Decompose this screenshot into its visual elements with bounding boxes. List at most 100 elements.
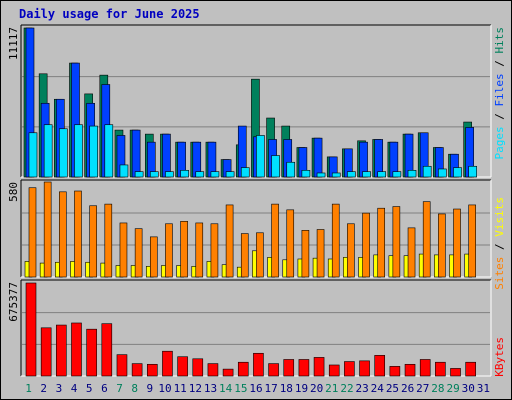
sites-bar-10	[165, 223, 173, 278]
kbytes-bar-9	[146, 363, 158, 377]
kbytes-bar-30	[465, 361, 476, 377]
kbytes-bar-10	[162, 350, 173, 377]
files-bar-8	[131, 129, 141, 178]
pages-bar-27	[422, 165, 432, 178]
kbytes-bar-4	[71, 322, 82, 377]
pages-bar-20	[316, 172, 326, 178]
day-label-24: 24	[371, 382, 385, 395]
sites-bar-5	[89, 205, 97, 278]
kbytes-bar-27	[419, 359, 431, 377]
day-label-8: 8	[131, 382, 138, 395]
day-label-22: 22	[340, 382, 353, 395]
sites-bar-12	[195, 222, 204, 278]
sites-bar-14	[225, 204, 234, 278]
sites-bar-28	[438, 213, 446, 278]
day-label-29: 29	[446, 382, 459, 395]
sites-bar-11	[180, 221, 188, 278]
pages-bar-16	[256, 135, 265, 178]
pages-bar-4	[74, 124, 83, 178]
pages-bar-19	[301, 169, 311, 178]
legend-part-2: Files	[493, 73, 506, 106]
hits-ymax-label: 11117	[7, 27, 20, 60]
day-label-5: 5	[86, 382, 93, 395]
files-bar-20	[313, 137, 323, 178]
pages-bar-1	[28, 132, 38, 178]
sites-bar-30	[468, 204, 476, 278]
sites-bar-3	[59, 191, 67, 278]
sites-bar-1	[28, 187, 37, 278]
day-label-18: 18	[280, 382, 293, 395]
chart-title: Daily usage for June 2025	[19, 7, 200, 21]
sites-bar-22	[347, 223, 355, 278]
kbytes-bar-18	[283, 359, 295, 377]
sites-bar-29	[453, 208, 461, 278]
sites-bar-15	[240, 233, 249, 278]
kbytes-bar-8	[131, 363, 143, 377]
kbytes-bar-2	[40, 327, 52, 377]
kbytes-bar-13	[207, 363, 219, 377]
day-label-3: 3	[56, 382, 63, 395]
kbytes-bar-3	[56, 324, 67, 377]
day-label-28: 28	[431, 382, 444, 395]
kbytes-bar-25	[389, 366, 401, 377]
sites-bar-19	[301, 230, 310, 278]
kbytes-bar-6	[101, 323, 113, 377]
pages-bar-29	[453, 167, 462, 178]
day-label-17: 17	[265, 382, 278, 395]
sites-bar-13	[210, 223, 219, 278]
legend-part-0: Pages	[493, 126, 506, 159]
day-label-31: 31	[477, 382, 490, 395]
pages-bar-12	[195, 171, 205, 178]
day-label-10: 10	[158, 382, 171, 395]
day-label-12: 12	[189, 382, 202, 395]
sites-bar-18	[286, 209, 295, 278]
kbytes-bar-15	[237, 361, 249, 377]
sites-bar-2	[43, 181, 52, 278]
pages-bar-18	[286, 161, 296, 178]
legend-part-1: /	[493, 237, 506, 257]
visits-ymax-label: 580	[7, 182, 20, 202]
kbytes-bar-14	[222, 368, 234, 377]
pages-bar-2	[43, 124, 53, 178]
pages-bar-6	[104, 124, 114, 178]
visits-legend: Sites / Visits	[493, 197, 506, 290]
sites-bar-6	[104, 203, 113, 278]
pages-bar-15	[240, 167, 250, 178]
day-label-14: 14	[219, 382, 233, 395]
sites-bar-25	[392, 206, 401, 278]
sites-bar-17	[271, 203, 279, 278]
day-label-6: 6	[101, 382, 108, 395]
kbytes-bar-11	[177, 356, 188, 377]
kbytes-bar-28	[435, 361, 446, 377]
kbytes-ymax-label: 675377	[7, 282, 20, 322]
pages-bar-9	[149, 171, 159, 178]
legend-part-0: Sites	[493, 257, 506, 290]
kbytes-bar-5	[86, 328, 97, 377]
sites-bar-27	[422, 201, 431, 278]
kbytes-bar-20	[313, 357, 325, 377]
sites-bar-4	[74, 190, 82, 278]
files-bar-10	[162, 133, 171, 178]
pages-bar-21	[331, 172, 341, 178]
day-label-21: 21	[325, 382, 338, 395]
sites-bar-8	[134, 228, 143, 278]
day-label-26: 26	[401, 382, 414, 395]
day-label-30: 30	[462, 382, 475, 395]
sites-bar-26	[407, 227, 416, 278]
day-label-16: 16	[249, 382, 262, 395]
day-label-1: 1	[25, 382, 32, 395]
day-label-7: 7	[116, 382, 123, 395]
day-label-9: 9	[147, 382, 154, 395]
sites-bar-23	[362, 212, 370, 278]
pages-bar-13	[210, 171, 220, 178]
pages-bar-5	[89, 125, 98, 178]
day-label-19: 19	[295, 382, 308, 395]
pages-bar-11	[180, 169, 189, 178]
pages-bar-22	[347, 171, 356, 178]
day-label-2: 2	[40, 382, 47, 395]
kbytes-bar-17	[268, 363, 279, 377]
sites-bar-24	[377, 207, 386, 278]
pages-bar-10	[165, 171, 174, 178]
legend-part-3: /	[493, 54, 506, 74]
